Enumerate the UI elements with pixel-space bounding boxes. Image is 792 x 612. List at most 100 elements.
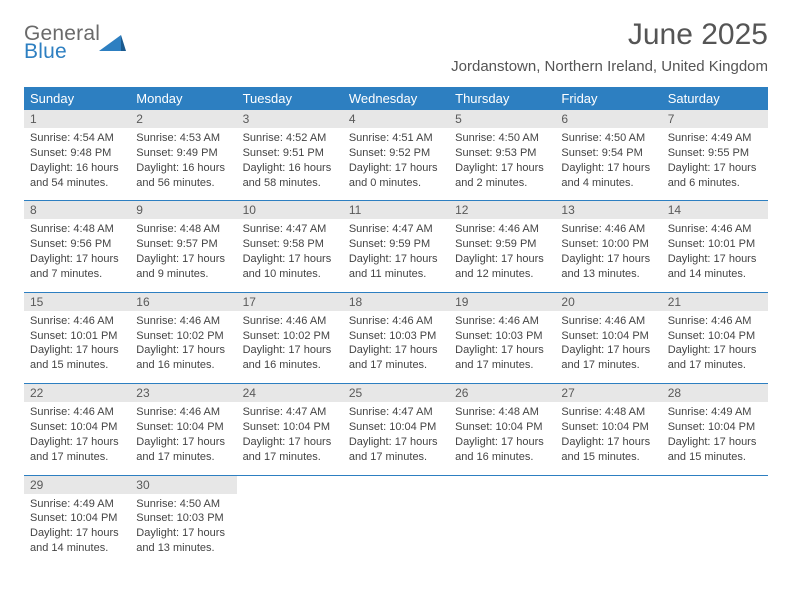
day-number-cell: 18 (343, 293, 449, 311)
daylight-text-1: Daylight: 16 hours (30, 161, 124, 176)
sunrise-text: Sunrise: 4:46 AM (668, 222, 762, 237)
daylight-text-1: Daylight: 17 hours (349, 343, 443, 358)
day-number-cell: 16 (130, 293, 236, 311)
day-number-cell (555, 476, 661, 494)
day-number-cell: 27 (555, 384, 661, 402)
day-detail-cell: Sunrise: 4:47 AMSunset: 9:58 PMDaylight:… (237, 219, 343, 292)
day-detail-cell: Sunrise: 4:49 AMSunset: 10:04 PMDaylight… (662, 402, 768, 475)
sunset-text: Sunset: 9:49 PM (136, 146, 230, 161)
sunrise-text: Sunrise: 4:46 AM (668, 314, 762, 329)
weekday-header: Sunday (24, 87, 130, 110)
daylight-text-1: Daylight: 16 hours (243, 161, 337, 176)
day-detail-cell: Sunrise: 4:46 AMSunset: 9:59 PMDaylight:… (449, 219, 555, 292)
day-detail-row: Sunrise: 4:48 AMSunset: 9:56 PMDaylight:… (24, 219, 768, 292)
calendar-table: SundayMondayTuesdayWednesdayThursdayFrid… (24, 87, 768, 566)
daylight-text-1: Daylight: 17 hours (136, 526, 230, 541)
sunrise-text: Sunrise: 4:46 AM (243, 314, 337, 329)
page-subtitle: Jordanstown, Northern Ireland, United Ki… (451, 58, 768, 75)
sunrise-text: Sunrise: 4:47 AM (243, 405, 337, 420)
daylight-text-1: Daylight: 17 hours (30, 252, 124, 267)
day-detail-cell: Sunrise: 4:46 AMSunset: 10:04 PMDaylight… (130, 402, 236, 475)
sunrise-text: Sunrise: 4:47 AM (349, 405, 443, 420)
sunrise-text: Sunrise: 4:48 AM (561, 405, 655, 420)
sunrise-text: Sunrise: 4:46 AM (136, 405, 230, 420)
daylight-text-2: and 10 minutes. (243, 267, 337, 282)
title-block: June 2025 Jordanstown, Northern Ireland,… (451, 18, 768, 85)
weekday-header: Friday (555, 87, 661, 110)
sunset-text: Sunset: 9:58 PM (243, 237, 337, 252)
sunset-text: Sunset: 10:04 PM (30, 420, 124, 435)
sunset-text: Sunset: 10:00 PM (561, 237, 655, 252)
daylight-text-1: Daylight: 17 hours (668, 435, 762, 450)
sunset-text: Sunset: 10:04 PM (668, 329, 762, 344)
daylight-text-1: Daylight: 17 hours (561, 435, 655, 450)
daylight-text-2: and 13 minutes. (136, 541, 230, 556)
daylight-text-1: Daylight: 17 hours (136, 252, 230, 267)
daylight-text-1: Daylight: 17 hours (349, 252, 443, 267)
day-number-cell (343, 476, 449, 494)
day-number-cell: 23 (130, 384, 236, 402)
daylight-text-2: and 58 minutes. (243, 176, 337, 191)
day-number-cell (449, 476, 555, 494)
daylight-text-2: and 15 minutes. (668, 450, 762, 465)
sunrise-text: Sunrise: 4:46 AM (30, 405, 124, 420)
daylight-text-1: Daylight: 17 hours (30, 343, 124, 358)
daylight-text-2: and 17 minutes. (349, 358, 443, 373)
day-detail-cell: Sunrise: 4:49 AMSunset: 9:55 PMDaylight:… (662, 128, 768, 201)
sunrise-text: Sunrise: 4:46 AM (561, 222, 655, 237)
sunrise-text: Sunrise: 4:46 AM (136, 314, 230, 329)
sunrise-text: Sunrise: 4:46 AM (30, 314, 124, 329)
sunset-text: Sunset: 10:04 PM (136, 420, 230, 435)
sunset-text: Sunset: 9:59 PM (455, 237, 549, 252)
sunset-text: Sunset: 9:51 PM (243, 146, 337, 161)
day-number-cell: 14 (662, 201, 768, 219)
daylight-text-2: and 9 minutes. (136, 267, 230, 282)
sunrise-text: Sunrise: 4:50 AM (561, 131, 655, 146)
sunset-text: Sunset: 9:48 PM (30, 146, 124, 161)
day-number-cell: 3 (237, 110, 343, 128)
sunset-text: Sunset: 10:04 PM (561, 420, 655, 435)
day-number-cell: 2 (130, 110, 236, 128)
day-detail-cell (237, 494, 343, 566)
daylight-text-2: and 17 minutes. (455, 358, 549, 373)
daylight-text-1: Daylight: 17 hours (136, 435, 230, 450)
sunrise-text: Sunrise: 4:49 AM (668, 131, 762, 146)
day-detail-cell: Sunrise: 4:50 AMSunset: 10:03 PMDaylight… (130, 494, 236, 566)
sunset-text: Sunset: 10:04 PM (30, 511, 124, 526)
day-detail-cell: Sunrise: 4:54 AMSunset: 9:48 PMDaylight:… (24, 128, 130, 201)
sunset-text: Sunset: 10:04 PM (668, 420, 762, 435)
daylight-text-1: Daylight: 17 hours (561, 343, 655, 358)
day-detail-cell: Sunrise: 4:49 AMSunset: 10:04 PMDaylight… (24, 494, 130, 566)
sunset-text: Sunset: 9:55 PM (668, 146, 762, 161)
daylight-text-2: and 0 minutes. (349, 176, 443, 191)
daylight-text-1: Daylight: 17 hours (243, 343, 337, 358)
daylight-text-2: and 14 minutes. (668, 267, 762, 282)
day-number-cell: 21 (662, 293, 768, 311)
day-detail-cell: Sunrise: 4:46 AMSunset: 10:04 PMDaylight… (24, 402, 130, 475)
weekday-header: Saturday (662, 87, 768, 110)
day-detail-cell: Sunrise: 4:50 AMSunset: 9:54 PMDaylight:… (555, 128, 661, 201)
daylight-text-2: and 6 minutes. (668, 176, 762, 191)
day-detail-cell: Sunrise: 4:46 AMSunset: 10:02 PMDaylight… (130, 311, 236, 384)
day-detail-cell: Sunrise: 4:46 AMSunset: 10:01 PMDaylight… (24, 311, 130, 384)
sunrise-text: Sunrise: 4:47 AM (243, 222, 337, 237)
daylight-text-1: Daylight: 17 hours (668, 161, 762, 176)
day-detail-cell: Sunrise: 4:47 AMSunset: 10:04 PMDaylight… (343, 402, 449, 475)
day-detail-cell (662, 494, 768, 566)
day-detail-row: Sunrise: 4:46 AMSunset: 10:01 PMDaylight… (24, 311, 768, 384)
daylight-text-1: Daylight: 17 hours (455, 435, 549, 450)
daylight-text-1: Daylight: 17 hours (668, 343, 762, 358)
day-detail-row: Sunrise: 4:54 AMSunset: 9:48 PMDaylight:… (24, 128, 768, 201)
daylight-text-2: and 17 minutes. (30, 450, 124, 465)
day-detail-cell: Sunrise: 4:46 AMSunset: 10:04 PMDaylight… (555, 311, 661, 384)
daylight-text-1: Daylight: 17 hours (561, 252, 655, 267)
daylight-text-1: Daylight: 17 hours (136, 343, 230, 358)
sunset-text: Sunset: 10:04 PM (349, 420, 443, 435)
day-detail-cell: Sunrise: 4:46 AMSunset: 10:03 PMDaylight… (449, 311, 555, 384)
day-number-cell: 1 (24, 110, 130, 128)
weekday-header: Thursday (449, 87, 555, 110)
daylight-text-2: and 7 minutes. (30, 267, 124, 282)
daylight-text-2: and 17 minutes. (561, 358, 655, 373)
daylight-text-2: and 15 minutes. (561, 450, 655, 465)
day-detail-cell (449, 494, 555, 566)
